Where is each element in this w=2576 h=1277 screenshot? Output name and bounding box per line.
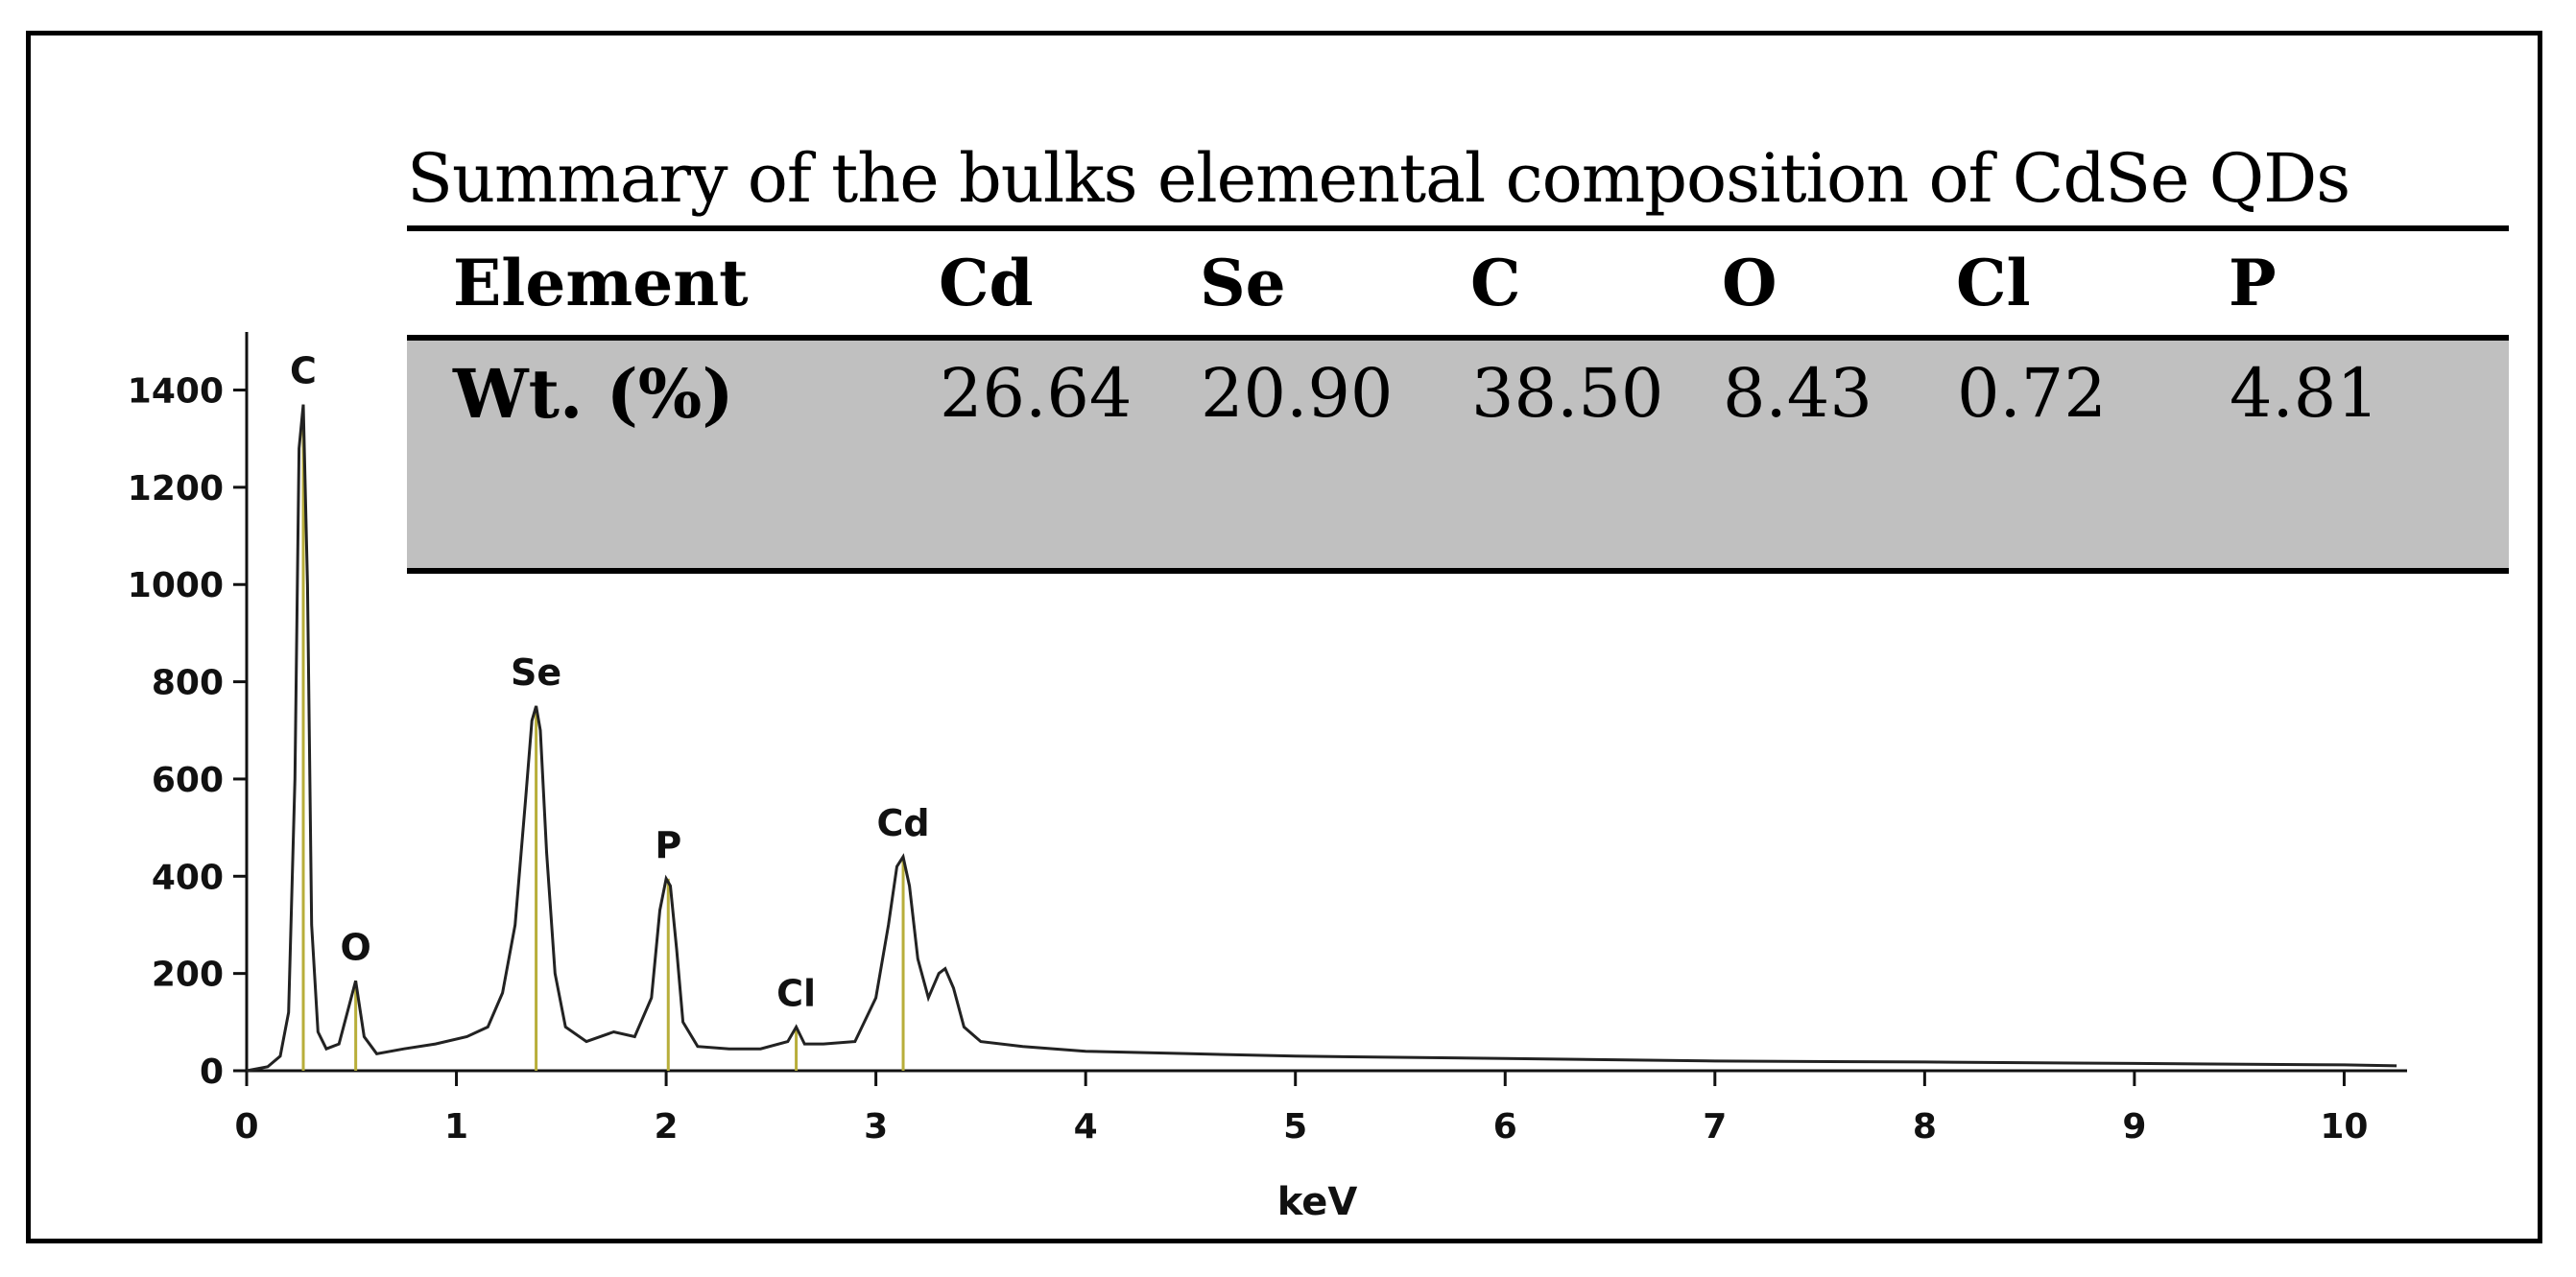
- axes: 0 200 400 600 800 1000 1200 1400 0 1 2 3 4 5 6 7 8 9 10: [128, 332, 2407, 1147]
- value-o: 8.43: [1723, 354, 1872, 433]
- peak-labels: C O Se P Cl Cd: [290, 350, 930, 1015]
- composition-table: Element Cd Se C O Cl P Wt. (%) 26.64 20.…: [407, 225, 2509, 574]
- table-header-row: Element Cd Se C O Cl P: [407, 228, 2509, 338]
- value-se: 20.90: [1201, 354, 1394, 433]
- y-tick-label: 200: [152, 956, 224, 995]
- eds-spectrum-chart: 0 200 400 600 800 1000 1200 1400 0 1 2 3 4 5 6 7 8 9 10 C O…: [128, 332, 2407, 1224]
- row-label-wt: Wt. (%): [453, 354, 734, 434]
- peak-label-cd: Cd: [876, 802, 929, 844]
- table-row: Wt. (%) 26.64 20.90 38.50 8.43 0.72 4.81: [407, 338, 2509, 571]
- x-tick-label: 10: [2320, 1107, 2368, 1147]
- x-tick-label: 4: [1074, 1107, 1098, 1147]
- peak-markers: [301, 404, 905, 1071]
- y-tick-label: 800: [152, 664, 224, 703]
- peak-label-cl: Cl: [776, 972, 816, 1014]
- peak-label-o: O: [340, 926, 370, 968]
- header-element: Element: [453, 246, 749, 320]
- value-c: 38.50: [1471, 354, 1664, 433]
- figure-frame: 0 200 400 600 800 1000 1200 1400 0 1 2 3 4 5 6 7 8 9 10 C O…: [26, 31, 2542, 1243]
- value-p: 4.81: [2230, 354, 2379, 433]
- x-tick-label: 1: [444, 1107, 468, 1147]
- value-cl: 0.72: [1957, 354, 2107, 433]
- peak-label-p: P: [655, 824, 681, 866]
- x-tick-label: 0: [234, 1107, 258, 1147]
- header-o: O: [1722, 246, 1777, 320]
- y-tick-label: 1200: [128, 469, 224, 508]
- x-tick-label: 6: [1493, 1107, 1517, 1147]
- y-tick-label: 1400: [128, 372, 224, 412]
- peak-label-se: Se: [511, 651, 561, 694]
- header-se: Se: [1200, 246, 1286, 320]
- x-tick-label: 5: [1283, 1107, 1307, 1147]
- y-tick-label: 600: [152, 761, 224, 800]
- header-cd: Cd: [939, 246, 1034, 320]
- y-tick-label: 400: [152, 858, 224, 897]
- header-c: C: [1470, 246, 1521, 320]
- y-tick-label: 1000: [128, 566, 224, 605]
- spectrum-line: [246, 404, 2397, 1073]
- value-cd: 26.64: [940, 354, 1133, 433]
- table-title: Summary of the bulks elemental compositi…: [407, 139, 2350, 218]
- x-tick-label: 2: [655, 1107, 679, 1147]
- y-tick-label: 0: [200, 1052, 224, 1092]
- x-tick-label: 7: [1703, 1107, 1727, 1147]
- x-axis-title: keV: [1277, 1180, 1358, 1224]
- header-p: P: [2229, 246, 2277, 320]
- x-tick-label: 8: [1913, 1107, 1937, 1147]
- header-cl: Cl: [1956, 246, 2031, 320]
- peak-label-c: C: [290, 350, 317, 392]
- x-tick-label: 9: [2122, 1107, 2146, 1147]
- x-tick-label: 3: [864, 1107, 888, 1147]
